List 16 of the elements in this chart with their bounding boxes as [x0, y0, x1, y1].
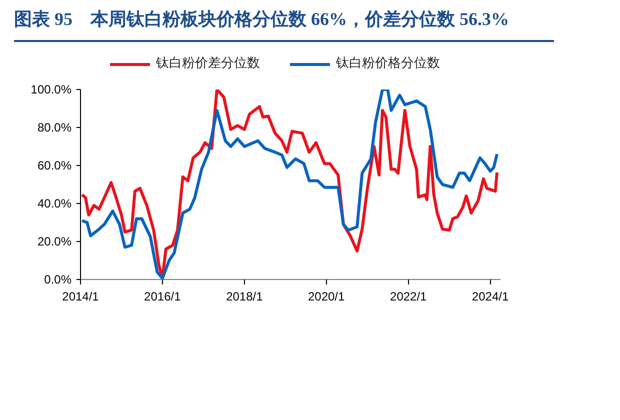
- y-tick-label: 0.0%: [44, 272, 72, 287]
- y-tick-label: 60.0%: [37, 158, 72, 173]
- chart-title: 图表 95 本周钛白粉板块价格分位数 66%，价差分位数 56.3%: [14, 8, 509, 31]
- y-tick-label: 100.0%: [30, 82, 72, 97]
- x-tick-label: 2014/1: [62, 290, 100, 304]
- x-tick-label: 2016/1: [144, 290, 182, 304]
- line-series: [80, 90, 499, 280]
- x-tick-label: 2024/1: [472, 290, 509, 304]
- legend-label: 钛白粉价格分位数: [336, 56, 440, 71]
- x-tick-label: 2018/1: [226, 290, 264, 304]
- y-tick-label: 20.0%: [37, 234, 72, 249]
- x-tick-label: 2022/1: [390, 290, 428, 304]
- y-tick-label: 80.0%: [37, 120, 72, 135]
- y-tick-label: 40.0%: [37, 196, 72, 211]
- legend-label: 钛白粉价差分位数: [156, 56, 260, 71]
- x-tick-label: 2020/1: [308, 290, 346, 304]
